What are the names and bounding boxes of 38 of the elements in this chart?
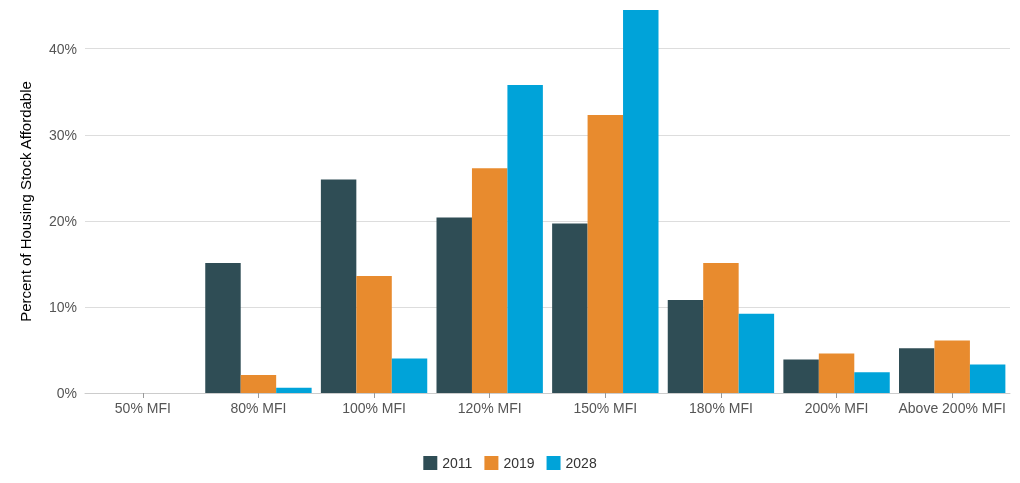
- bar: [205, 263, 241, 393]
- y-tick-label: 20%: [48, 212, 77, 229]
- x-tick-label: 180% MFI: [689, 400, 753, 416]
- bar: [320, 179, 357, 393]
- x-tick-label: 150% MFI: [573, 400, 638, 416]
- bar: [623, 10, 659, 393]
- bar: [818, 353, 855, 393]
- y-axis-title: Percent of Housing Stock Affordable: [17, 81, 34, 322]
- bar: [436, 217, 472, 393]
- bar: [240, 374, 277, 393]
- x-tick-label: 80% MFI: [230, 400, 287, 416]
- bar: [552, 223, 588, 393]
- bar: [969, 364, 1006, 393]
- y-tick-label: 40%: [48, 40, 77, 57]
- legend-label: 2028: [565, 455, 597, 471]
- y-tick-label: 10%: [48, 298, 77, 315]
- bar: [356, 275, 392, 393]
- bar: [276, 387, 312, 393]
- bar: [391, 358, 428, 393]
- bar: [738, 313, 775, 393]
- bar: [854, 372, 890, 393]
- bar: [934, 340, 970, 393]
- bar: [667, 300, 704, 393]
- x-tick-label: 50% MFI: [114, 400, 171, 416]
- legend-label: 2019: [503, 455, 535, 471]
- y-tick-label: 30%: [48, 126, 77, 143]
- y-tick-label: 0%: [56, 385, 77, 401]
- bar: [703, 263, 739, 393]
- bar: [783, 359, 819, 393]
- bar: [471, 168, 508, 393]
- bar: [507, 84, 543, 393]
- x-tick-label: 200% MFI: [804, 400, 869, 416]
- x-tick-label: 120% MFI: [457, 400, 522, 416]
- legend-label: 2011: [442, 455, 473, 471]
- bar: [587, 115, 624, 393]
- bar: [899, 348, 935, 393]
- x-tick-label: Above 200% MFI: [898, 400, 1006, 416]
- x-tick-label: 100% MFI: [342, 400, 406, 416]
